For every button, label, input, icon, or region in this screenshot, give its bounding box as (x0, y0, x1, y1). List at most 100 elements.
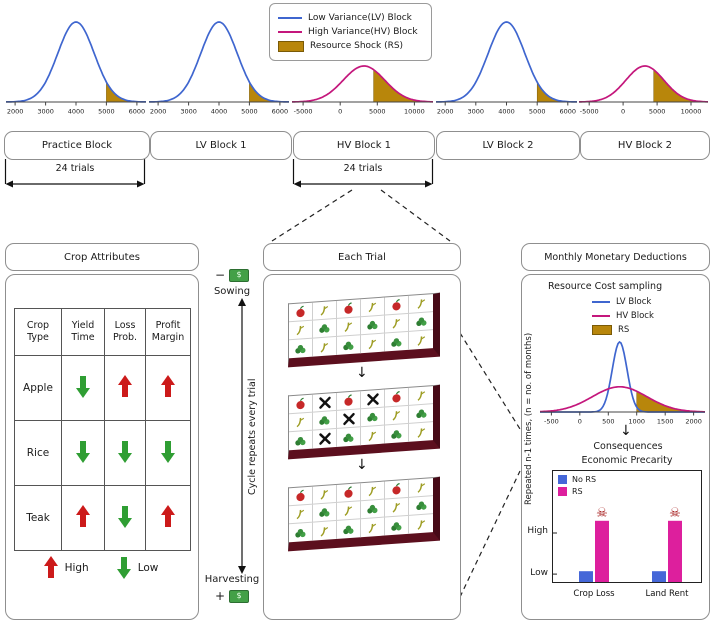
bar (652, 571, 666, 582)
farm-cell (289, 394, 313, 415)
farm-cell (337, 409, 361, 429)
col-header: Loss Prob. (104, 308, 146, 356)
block-practice: Practice Block (4, 131, 150, 160)
farm-cell (289, 320, 313, 341)
farm-cell (313, 336, 337, 357)
legend-label: Low (137, 561, 159, 574)
apple-icon (392, 483, 401, 495)
farm-cell (385, 405, 409, 426)
farm-cell (409, 330, 433, 350)
ytick-low: Low (530, 568, 548, 578)
rice-sprout-icon (296, 417, 305, 428)
lv2-distribution-chart: 2000 3000 4000 5000 6000 (436, 21, 577, 116)
profit-margin-arrow-icon (161, 375, 175, 398)
economic-precarity-title: Economic Precarity (581, 455, 673, 466)
rice-sprout-icon (368, 302, 377, 313)
farm-grid-sown (288, 292, 440, 368)
rice-sprout-icon (392, 319, 401, 329)
farm-cell (361, 389, 385, 410)
farm-cell (313, 502, 337, 523)
farm-row (289, 294, 433, 323)
block-label: HV Block 2 (617, 140, 673, 151)
svg-text:5000: 5000 (369, 108, 386, 116)
crop-name: Teak (14, 485, 62, 551)
svg-text:-5000: -5000 (580, 108, 599, 116)
legend-label: No RS (572, 475, 597, 484)
block-hv2: HV Block 2 (580, 131, 710, 160)
lv-line-swatch-icon (592, 301, 610, 303)
rice-sprout-icon (417, 483, 425, 493)
table-header-row: Crop Type Yield Time Loss Prob. Profit M… (14, 308, 191, 356)
table-row-apple: Apple (14, 355, 191, 421)
bar (579, 571, 593, 582)
trials-span-arrow-1 (4, 159, 146, 188)
vegetable-icon (391, 337, 402, 347)
legend-low: Low (116, 556, 159, 579)
farm-cell (313, 410, 337, 431)
resource-shock-region (636, 390, 705, 413)
svg-text:2000: 2000 (437, 108, 454, 116)
farm-cell (385, 313, 409, 334)
hv2-distribution-chart: -5000 0 5000 10000 (579, 65, 708, 116)
crop-loss-x-icon (318, 396, 331, 409)
svg-text:1500: 1500 (657, 418, 674, 426)
crop-arrow-legend: High Low (5, 556, 197, 579)
vegetable-icon (295, 344, 306, 354)
bar (595, 520, 609, 582)
dashed-connector (271, 189, 353, 242)
rice-sprout-icon (320, 342, 329, 353)
svg-text:6000: 6000 (560, 108, 577, 116)
distribution-curve (149, 21, 289, 103)
block-lv2: LV Block 2 (436, 131, 580, 160)
vegetable-icon (343, 433, 354, 442)
sowing-cluster: − $ Sowing (204, 266, 260, 299)
farm-cell (337, 427, 361, 447)
svg-text:10000: 10000 (681, 108, 702, 116)
harvesting-gain: + $ (200, 587, 264, 605)
harvesting-cluster: Harvesting + $ (200, 572, 264, 605)
vegetable-icon (415, 501, 427, 511)
vegetable-icon (319, 508, 330, 517)
panel-title: Monthly Monetary Deductions (544, 251, 687, 263)
trials-count-label-1: 24 trials (55, 163, 95, 174)
farm-cell (409, 422, 433, 442)
farm-cell (385, 423, 409, 444)
farm-cell (337, 483, 361, 503)
apple-icon (296, 305, 305, 318)
vegetable-icon (391, 429, 402, 439)
step-down-arrow-icon: ↓ (356, 457, 368, 473)
svg-text:500: 500 (602, 418, 614, 426)
farm-grid-harvest (288, 476, 440, 552)
lv1-distribution-chart: 2000 3000 4000 5000 6000 (149, 21, 289, 116)
farm-cell (409, 404, 433, 424)
yield-time-arrow-icon (76, 375, 90, 398)
distribution-curve (579, 65, 708, 103)
farm-cell (361, 517, 385, 538)
rice-sprout-icon (320, 490, 329, 500)
rs-swatch-icon (558, 487, 567, 496)
legend-item-lv: LV Block (592, 297, 654, 307)
rice-sprout-icon (320, 306, 329, 316)
rice-sprout-icon (392, 411, 401, 421)
farm-cell (289, 486, 313, 507)
farm-cell (385, 295, 409, 316)
table-row-rice: Rice (14, 420, 191, 486)
distribution-curve (292, 65, 433, 103)
panel-title: Each Trial (338, 251, 386, 263)
practice-distribution-chart: 2000 3000 4000 5000 6000 (6, 21, 146, 116)
farm-cell (337, 335, 361, 355)
vegetable-icon (295, 528, 306, 538)
legend-label: RS (572, 487, 583, 496)
svg-text:0: 0 (578, 418, 582, 426)
legend-item-rs: Resource Shock (RS) (278, 40, 423, 52)
distribution-curve (6, 21, 146, 103)
block-lv1: LV Block 1 (150, 131, 292, 160)
farm-cell (337, 317, 361, 337)
block-label: LV Block 2 (482, 140, 534, 151)
dashed-connector (459, 470, 521, 598)
farm-cell (337, 391, 361, 411)
farm-cell (289, 338, 313, 359)
svg-text:4000: 4000 (498, 108, 515, 116)
svg-text:Crop Loss: Crop Loss (573, 589, 615, 599)
bar (668, 520, 682, 582)
